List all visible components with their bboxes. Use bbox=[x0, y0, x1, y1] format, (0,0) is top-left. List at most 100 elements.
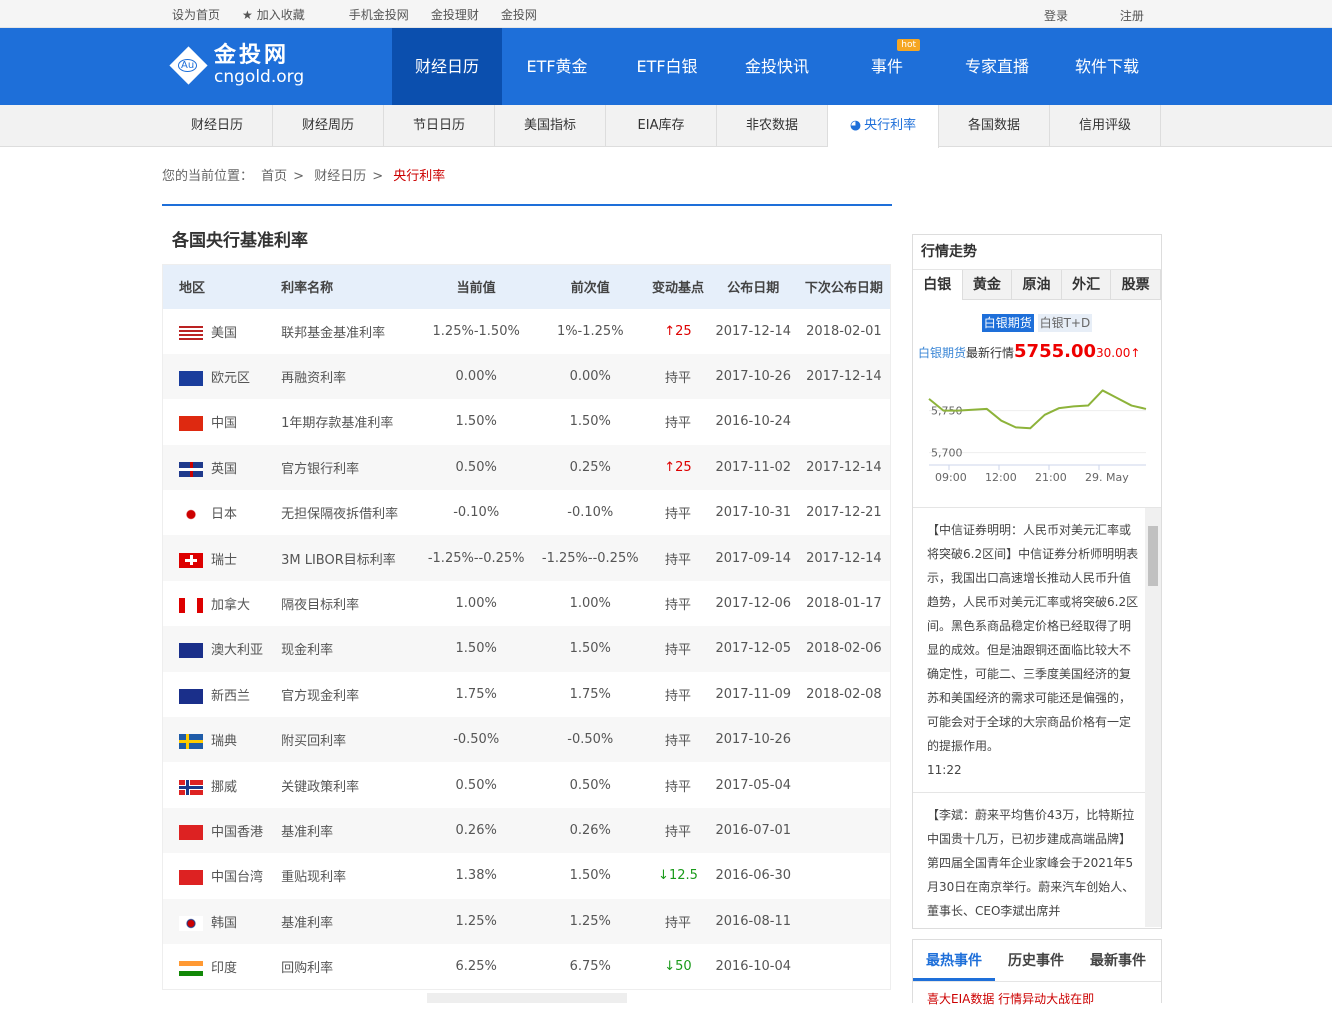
cell-next-date bbox=[798, 399, 891, 444]
cell-current: 1.25%-1.50% bbox=[419, 309, 533, 354]
cell-region: 韩国 bbox=[162, 898, 282, 944]
cell-text: 2018-02-08 bbox=[806, 686, 882, 702]
cell-rate-name: 官方银行利率 bbox=[281, 444, 420, 491]
cell-text: 0.26% bbox=[455, 822, 497, 838]
cell-text: 欧元区 bbox=[211, 371, 251, 387]
pagination[interactable] bbox=[427, 993, 627, 1003]
subnav-item[interactable]: 节日日历 bbox=[384, 105, 495, 147]
nav-live[interactable]: 专家直播 bbox=[964, 57, 1029, 76]
cell-previous: 1.25% bbox=[533, 898, 648, 944]
cell-change: ↑25 bbox=[647, 309, 708, 354]
cell-rate-name: 基准利率 bbox=[281, 898, 420, 944]
cell-change: 持平 bbox=[647, 353, 709, 400]
cell-text: 加拿大 bbox=[211, 598, 251, 614]
cell-next-date bbox=[798, 944, 891, 989]
cell-previous: -0.50% bbox=[533, 717, 648, 763]
crumb-calendar[interactable]: 财经日历 bbox=[314, 169, 367, 184]
cell-text: 2017-10-26 bbox=[715, 732, 792, 748]
scrollbar[interactable] bbox=[1145, 508, 1161, 927]
table-row: 美国 联邦基金基准利率 1.25%-1.50% 1%-1.25% ↑25 2017-12-… bbox=[163, 309, 891, 354]
cell-text: 持平 bbox=[664, 371, 691, 387]
crumb-home[interactable]: 首页 bbox=[261, 169, 288, 184]
cell-current: -1.25%--0.25% bbox=[419, 535, 534, 581]
cell-region: 中国 bbox=[163, 399, 282, 444]
cell-text: 持平 bbox=[664, 552, 691, 568]
tab-latest-events[interactable]: 最新事件 bbox=[1090, 953, 1146, 969]
news-item[interactable]: 【李斌：蔚来平均售价43万，比特斯拉中国贵十几万，已初步建成高端品牌】第四届全国… bbox=[913, 793, 1161, 927]
nav-download[interactable]: 软件下载 bbox=[1074, 57, 1139, 76]
set-homepage-link[interactable]: 设为首页 bbox=[172, 8, 221, 22]
flag-icon-se bbox=[179, 734, 203, 750]
register-link[interactable]: 注册 bbox=[1119, 9, 1144, 23]
cell-text: 2017-12-14 bbox=[806, 550, 882, 566]
cell-text: -0.10% bbox=[567, 505, 614, 521]
cell-next-date bbox=[798, 762, 891, 807]
cell-text: 2017-09-14 bbox=[715, 550, 792, 566]
scroll-thumb[interactable] bbox=[1148, 526, 1158, 586]
nav-events[interactable]: 事件 hot bbox=[832, 28, 942, 105]
news-feed: 【中信证券明明：人民币对美元汇率或将突破6.2区间】中信证券分析师明明表示，我国… bbox=[913, 507, 1161, 927]
cell-publish-date: 2017-10-31 bbox=[709, 490, 798, 535]
tab-history-events[interactable]: 历史事件 bbox=[1008, 953, 1064, 969]
subnav-label: 财经周历 bbox=[301, 118, 354, 133]
cell-region: 英国 bbox=[162, 444, 282, 491]
subtab-silver-futures[interactable]: 白银期货 bbox=[981, 314, 1034, 332]
cell-text: 1.25%-1.50% bbox=[432, 323, 520, 339]
logo[interactable]: Au 金投网 cngold.org bbox=[168, 44, 304, 86]
subnav-item[interactable]: ◕ 央行利率 bbox=[828, 105, 939, 148]
cell-text: 澳大利亚 bbox=[211, 643, 264, 659]
cell-text: 瑞典 bbox=[211, 734, 238, 750]
finance-link[interactable]: 金投理财 bbox=[430, 8, 479, 22]
cell-text: 1年期存款基准利率 bbox=[281, 416, 394, 432]
subnav-item[interactable]: 各国数据 bbox=[939, 105, 1050, 147]
nav-calendar[interactable]: 财经日历 bbox=[392, 28, 502, 105]
cell-previous: -1.25%--0.25% bbox=[533, 535, 648, 581]
subnav-item[interactable]: 非农数据 bbox=[717, 105, 828, 147]
cell-rate-name: 联邦基金基准利率 bbox=[281, 309, 419, 354]
cell-current: 0.50% bbox=[419, 762, 533, 807]
cell-previous: 0.25% bbox=[533, 444, 648, 491]
cell-publish-date: 2017-09-14 bbox=[708, 535, 798, 581]
nav-etf-silver[interactable]: ETF白银 bbox=[636, 57, 698, 76]
cell-region: 欧元区 bbox=[162, 353, 282, 400]
subtab-silver-td[interactable]: 白银T+D bbox=[1037, 314, 1093, 332]
market-tab[interactable]: 白银 bbox=[913, 270, 963, 300]
cell-text: 6.25% bbox=[455, 958, 497, 974]
nav-etf-gold[interactable]: ETF黄金 bbox=[526, 57, 588, 76]
event-item[interactable]: 喜大EIA数据 行情异动大战在即 bbox=[927, 992, 1095, 1006]
cell-text: 联邦基金基准利率 bbox=[281, 325, 386, 341]
subnav-item[interactable]: 财经周历 bbox=[273, 105, 384, 147]
market-tab[interactable]: 外汇 bbox=[1061, 270, 1112, 300]
market-tab[interactable]: 黄金 bbox=[962, 270, 1013, 300]
cell-text: 官方现金利率 bbox=[281, 688, 360, 704]
flag-icon-tw bbox=[179, 870, 203, 886]
column-header: 当前值 bbox=[419, 264, 534, 309]
add-favorite-link[interactable]: ★ 加入收藏 bbox=[242, 8, 305, 22]
cell-text: 日本 bbox=[211, 507, 238, 523]
cell-change: ↑25 bbox=[647, 444, 709, 491]
table-row: 印度 回购利率 6.25% 6.75% ↓50 2016-10-04 bbox=[163, 944, 891, 989]
crumb-current: 央行利率 bbox=[393, 169, 446, 184]
cell-text: 基准利率 bbox=[281, 824, 334, 840]
news-item[interactable]: 【中信证券明明：人民币对美元汇率或将突破6.2区间】中信证券分析师明明表示，我国… bbox=[913, 508, 1161, 793]
table-row: 英国 官方银行利率 0.50% 0.25% ↑25 2017-11-02 2017-12-1… bbox=[162, 444, 891, 491]
subnav-item[interactable]: 财经日历 bbox=[162, 105, 273, 147]
cell-text: 1%-1.25% bbox=[556, 323, 624, 339]
mobile-link[interactable]: 手机金投网 bbox=[348, 8, 409, 22]
cell-rate-name: 回购利率 bbox=[281, 944, 419, 989]
subnav-item[interactable]: 信用评级 bbox=[1050, 105, 1161, 147]
cell-next-date: 2017-12-14 bbox=[797, 444, 891, 491]
login-link[interactable]: 登录 bbox=[1044, 9, 1069, 23]
sub-nav: 财经日历 财经周历 节日日历 美国指标 EIA库存 非农数据 ◕ 央行利率 各国数据 信用评级 bbox=[0, 105, 1332, 148]
subnav-item[interactable]: 美国指标 bbox=[495, 105, 606, 147]
subnav-item[interactable]: EIA库存 bbox=[606, 105, 717, 147]
tab-hot-events[interactable]: 最热事件 bbox=[913, 940, 995, 981]
market-tab[interactable]: 股票 bbox=[1111, 270, 1161, 300]
cell-next-date: 2018-02-01 bbox=[798, 309, 891, 354]
cell-next-date: 2017-12-14 bbox=[797, 535, 891, 581]
cell-rate-name: 关键政策利率 bbox=[281, 762, 419, 807]
market-tab[interactable]: 原油 bbox=[1012, 270, 1062, 300]
cngold-link[interactable]: 金投网 bbox=[500, 8, 537, 22]
nav-news[interactable]: 金投快讯 bbox=[744, 57, 809, 76]
cell-change: 持平 bbox=[647, 717, 709, 763]
